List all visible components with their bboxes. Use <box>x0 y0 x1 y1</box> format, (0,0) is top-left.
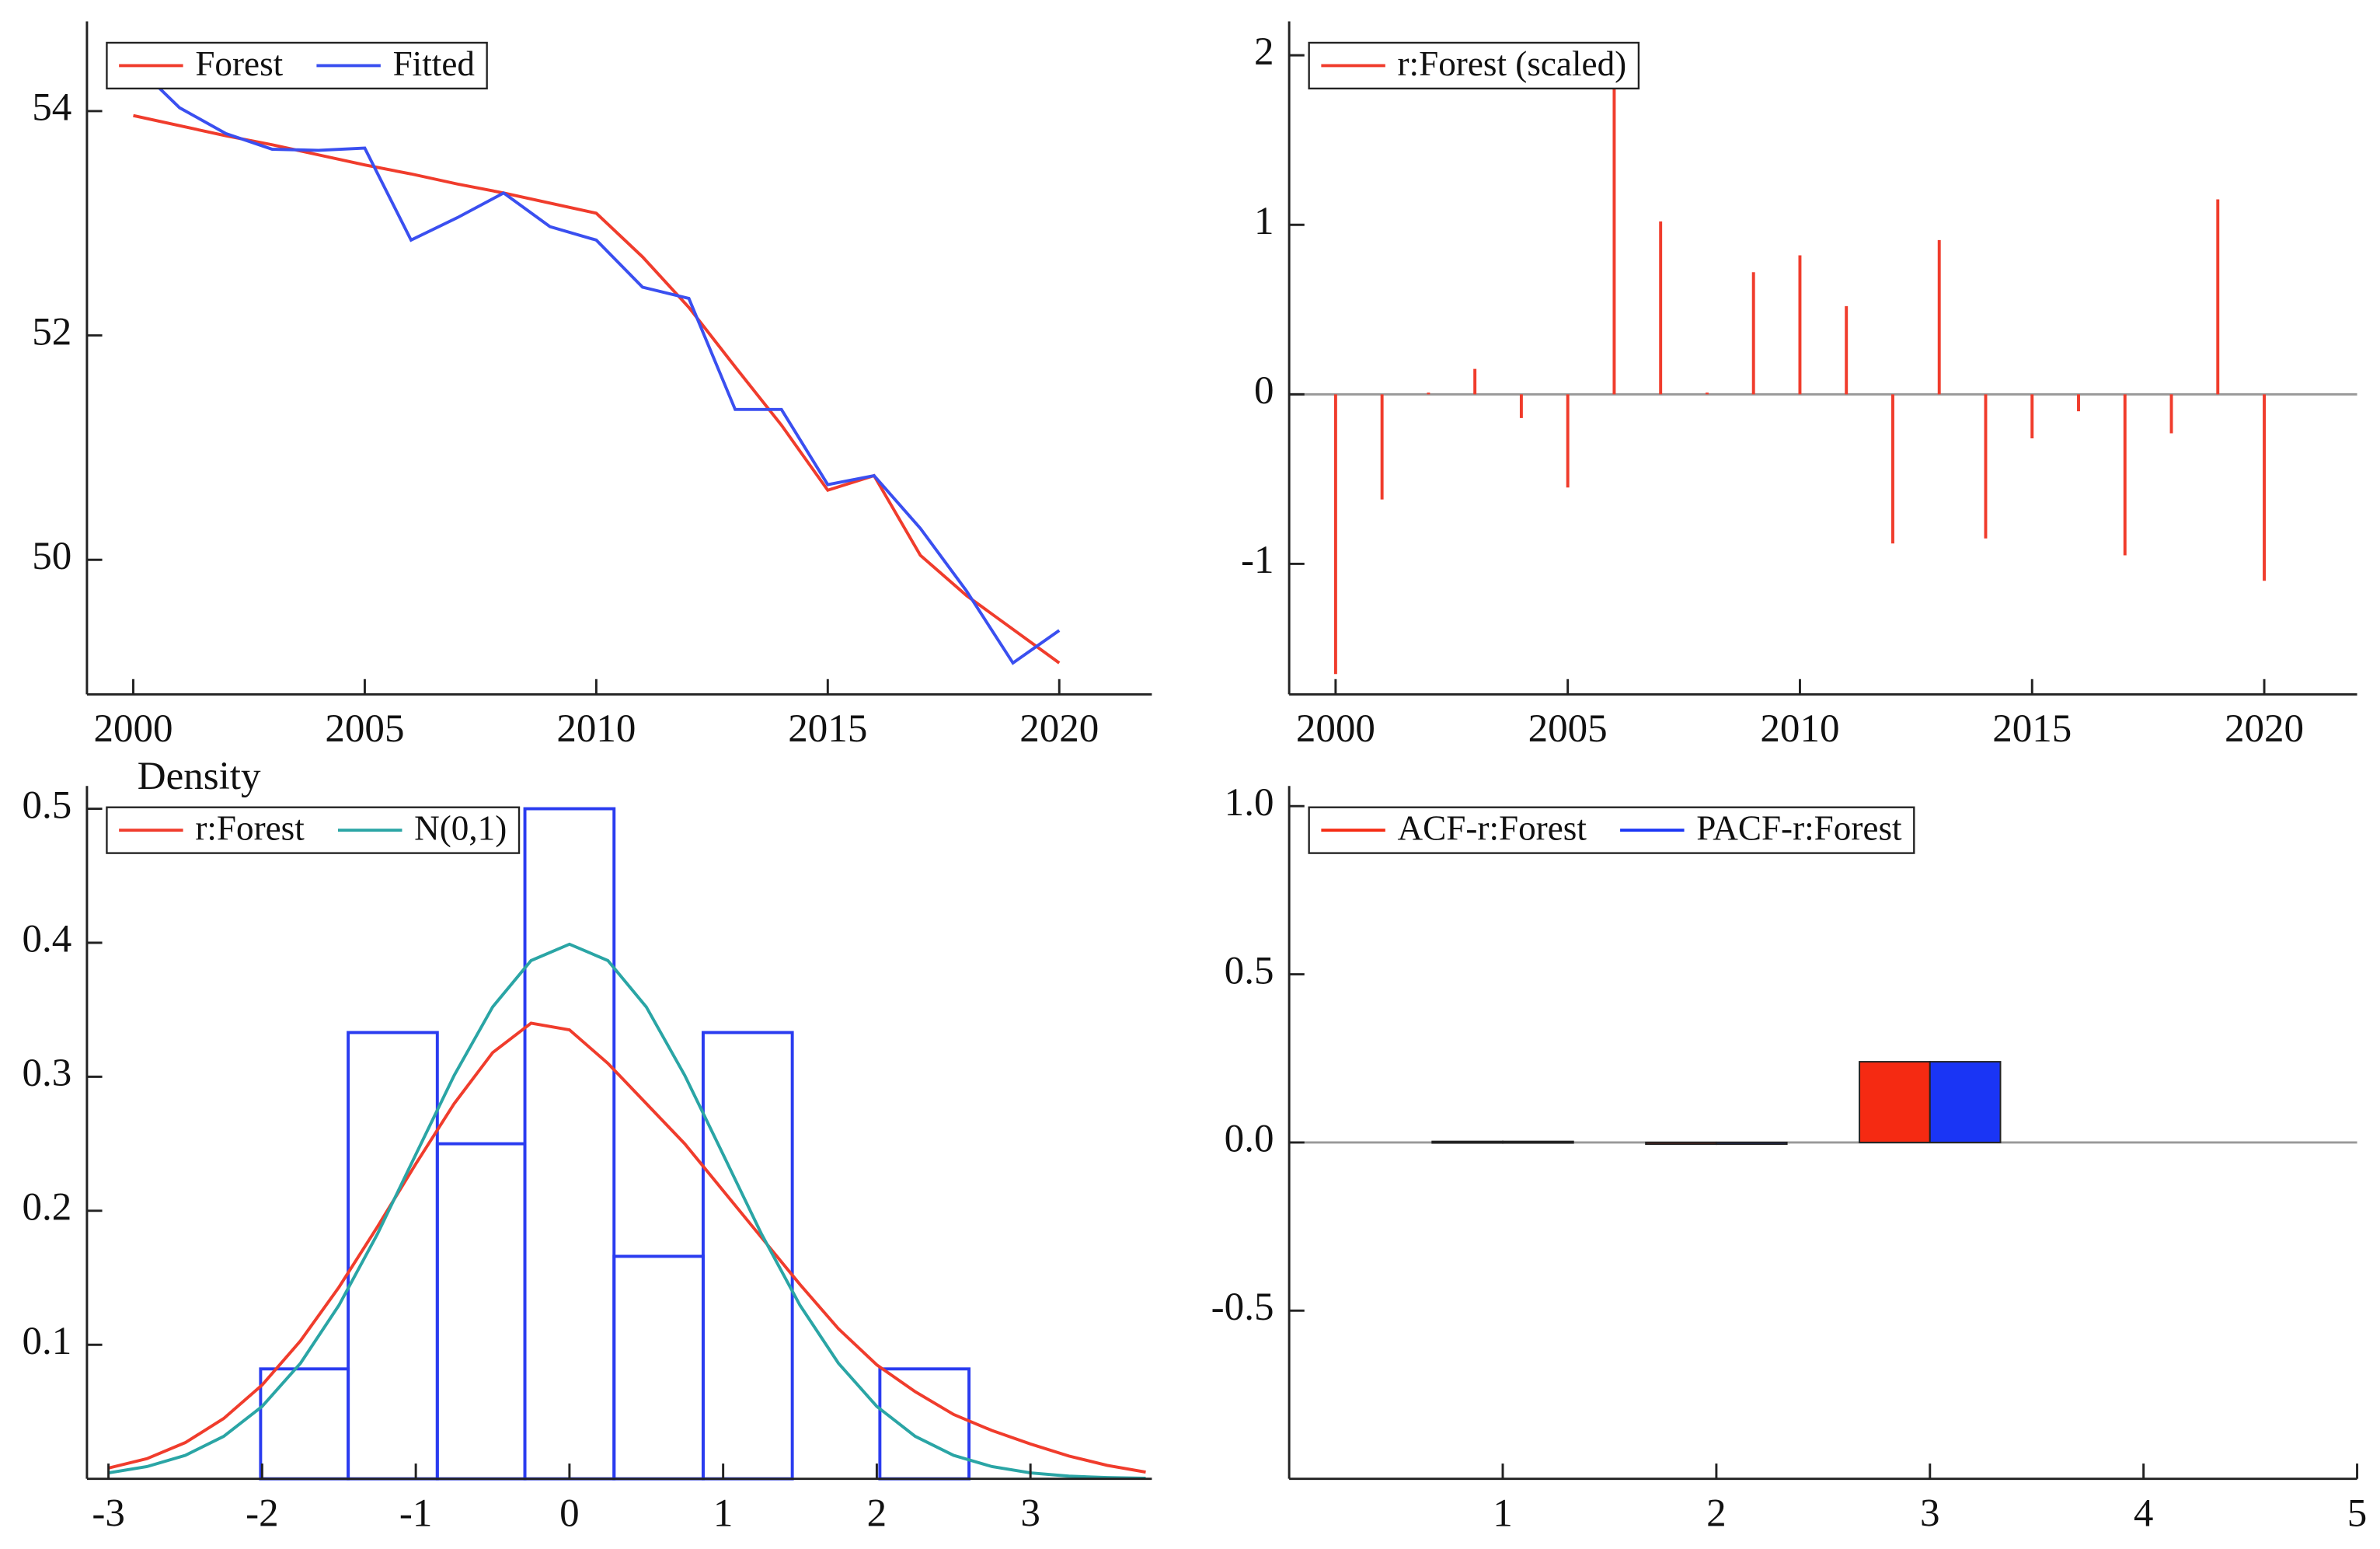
bar <box>1715 1141 1788 1146</box>
series-line <box>133 113 1061 665</box>
bar <box>1929 1061 2002 1143</box>
legend-label: PACF-r:Forest <box>1696 808 1902 847</box>
y-tick-label: 0.3 <box>22 1052 71 1095</box>
series-line <box>108 942 1146 1480</box>
x-tick-label: 1 <box>1493 1491 1513 1535</box>
bar <box>1645 1141 1717 1146</box>
legend-label: N(0,1) <box>414 808 507 847</box>
y-axis-label: Density <box>138 755 261 798</box>
y-tick-label: 50 <box>32 535 71 578</box>
y-tick-label: 0.1 <box>22 1320 71 1363</box>
y-tick-label: -0.5 <box>1211 1286 1274 1329</box>
y-tick-label: 52 <box>32 310 71 354</box>
x-tick-label: -3 <box>92 1491 125 1535</box>
histogram-bar <box>435 1142 527 1481</box>
y-tick-label: 0.0 <box>1225 1118 1274 1161</box>
panel: 0.1 0.2 0.3 0.4 0.5 -3 -2 -1 0 1 2 3 r:Forest N(0,1) <box>22 783 1152 1535</box>
panel: -0.5 0.0 0.5 1.0 1 2 3 4 5 ACF-r:Forest PACF-r:For… <box>1211 781 2368 1536</box>
y-tick-label: 1.0 <box>1225 781 1274 825</box>
histogram-bar <box>612 1254 705 1481</box>
x-tick-label: 2020 <box>1019 707 1099 751</box>
y-tick-label: 0.2 <box>22 1186 71 1230</box>
x-tick-label: 3 <box>1020 1491 1040 1535</box>
x-tick-label: 3 <box>1920 1491 1940 1535</box>
legend: ACF-r:Forest PACF-r:Forest <box>1308 806 1915 854</box>
x-tick-label: 2015 <box>788 707 867 751</box>
series-line <box>132 61 1061 665</box>
legend: r:Forest (scaled) <box>1308 41 1640 90</box>
x-tick-label: 4 <box>2134 1491 2154 1535</box>
legend-box <box>1308 806 1915 854</box>
histogram-bar <box>347 1031 439 1481</box>
x-tick-label: 2000 <box>1296 707 1375 751</box>
x-tick-label: 2 <box>867 1491 887 1535</box>
y-tick-label: 0.5 <box>1225 949 1274 993</box>
x-tick-label: 2010 <box>556 707 636 751</box>
x-tick-label: 0 <box>559 1491 580 1535</box>
bar <box>1431 1140 1504 1144</box>
y-tick-label: 0.5 <box>22 783 71 827</box>
y-tick-label: -1 <box>1241 539 1274 582</box>
histogram-bar <box>701 1031 794 1481</box>
legend-box <box>106 41 488 90</box>
legend-label: Forest <box>195 44 283 83</box>
x-tick-label: 2 <box>1706 1491 1727 1535</box>
legend: r:Forest N(0,1) <box>106 806 521 854</box>
y-tick-label: 1 <box>1254 200 1274 243</box>
x-tick-label: 5 <box>2347 1491 2368 1535</box>
y-tick-label: 54 <box>32 86 71 130</box>
x-tick-label: -2 <box>246 1491 279 1535</box>
legend-label: ACF-r:Forest <box>1398 808 1587 847</box>
series-line <box>108 1021 1146 1474</box>
legend-label: r:Forest (scaled) <box>1398 44 1627 83</box>
panel: 50 52 54 2000 2005 2010 2015 2020 Forest Fitted <box>32 21 1152 751</box>
x-tick-label: 2020 <box>2225 707 2304 751</box>
y-tick-label: 2 <box>1254 30 1274 74</box>
x-tick-label: 2000 <box>93 707 172 751</box>
x-tick-label: 2010 <box>1760 707 1839 751</box>
y-tick-label: 0 <box>1254 369 1274 413</box>
x-tick-label: 2015 <box>1992 707 2072 751</box>
histogram-bar <box>523 807 616 1481</box>
x-tick-label: 2005 <box>325 707 404 751</box>
y-tick-label: 0.4 <box>22 918 71 961</box>
legend: Forest Fitted <box>106 41 488 90</box>
panel: -1 0 1 2 2000 2005 2010 2015 2020 r:Forest (scale… <box>1241 21 2357 751</box>
x-tick-label: -1 <box>399 1491 433 1535</box>
bar <box>1502 1140 1574 1144</box>
legend-label: r:Forest <box>195 808 305 847</box>
histogram-bar <box>259 1367 350 1481</box>
legend-label: Fitted <box>393 44 476 83</box>
x-tick-label: 1 <box>713 1491 734 1535</box>
bar <box>1859 1061 1931 1143</box>
x-tick-label: 2005 <box>1528 707 1608 751</box>
histogram-bar <box>878 1367 971 1481</box>
